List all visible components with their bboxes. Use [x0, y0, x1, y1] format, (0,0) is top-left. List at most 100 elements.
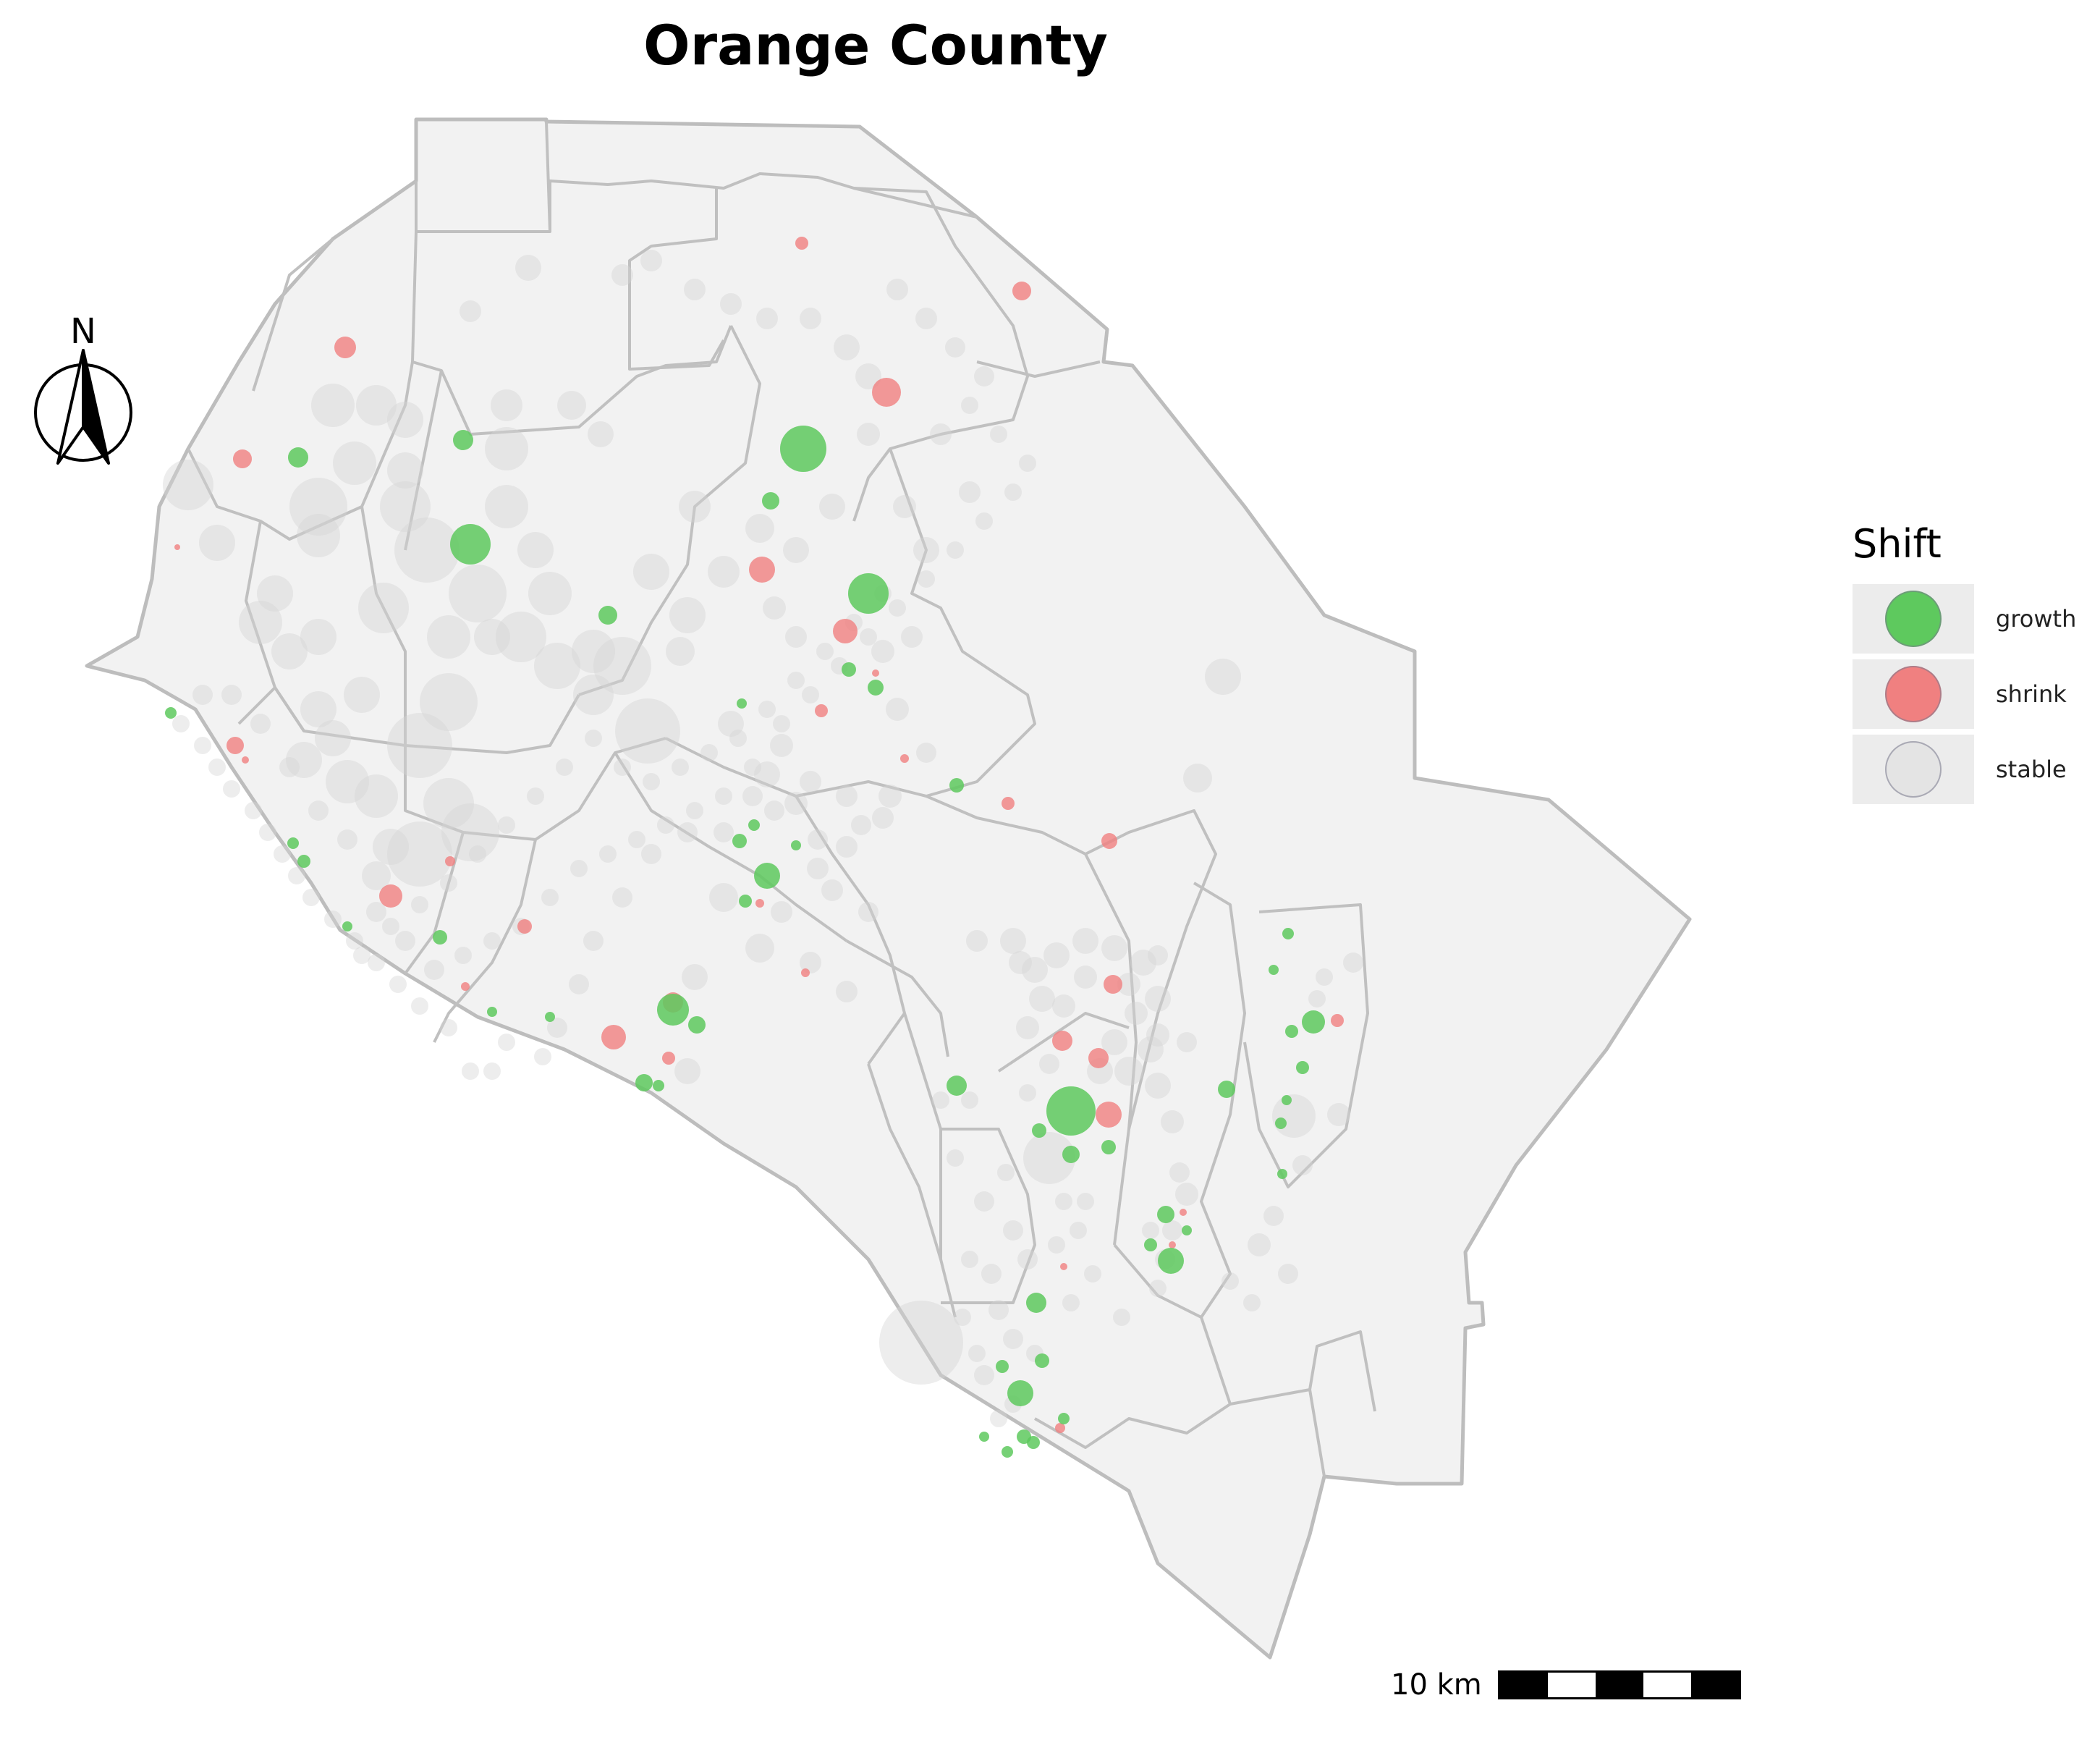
stable-circle	[300, 619, 336, 655]
shrink-circle	[749, 557, 775, 583]
stable-circle	[541, 889, 559, 906]
stable-circle	[684, 279, 706, 300]
stable-circle	[483, 932, 501, 950]
stable-circle	[679, 491, 711, 523]
stable-circle	[1101, 1029, 1127, 1055]
stable-circle	[715, 787, 732, 805]
stable-circle	[1142, 1222, 1159, 1239]
growth-circle	[1144, 1238, 1157, 1251]
stable-circle	[1175, 1183, 1198, 1206]
shrink-circle	[1169, 1241, 1176, 1248]
stable-circle	[517, 532, 554, 568]
stable-circle	[1292, 1155, 1313, 1175]
stable-circle	[981, 1264, 1002, 1284]
stable-circle	[583, 931, 604, 951]
stable-circle	[382, 918, 399, 935]
north-label: N	[70, 311, 96, 352]
stable-circle	[913, 537, 939, 563]
stable-circle	[454, 947, 472, 964]
stable-circle	[961, 397, 978, 414]
growth-circle	[450, 524, 491, 565]
shrink-circle	[461, 982, 470, 991]
stable-circle	[628, 831, 645, 848]
growth-circle	[842, 662, 856, 677]
stable-circle	[239, 601, 282, 644]
stable-circle	[373, 829, 409, 865]
stable-circle	[462, 1062, 479, 1080]
stable-circle	[599, 845, 617, 863]
stable-circle	[1043, 942, 1070, 968]
stable-circle	[289, 478, 347, 536]
stable-circle	[1101, 935, 1127, 961]
shrink-circle	[242, 756, 249, 764]
growth-circle	[1046, 1086, 1096, 1136]
stable-circle	[1278, 1264, 1298, 1284]
growth-circle	[1282, 1095, 1292, 1105]
stable-swatch	[1885, 741, 1942, 798]
stable-circle	[1003, 1220, 1023, 1241]
stable-circle	[460, 300, 481, 322]
growth-circle	[732, 834, 747, 848]
shrink-swatch	[1885, 666, 1942, 722]
growth-circle	[1007, 1380, 1033, 1406]
page-title: Orange County	[643, 13, 1108, 77]
shrink-circle	[662, 1052, 675, 1065]
stable-circle	[333, 441, 376, 485]
stable-circle	[764, 800, 784, 821]
stable-circle	[633, 554, 669, 590]
stable-circle	[250, 714, 271, 734]
stable-circle	[557, 391, 586, 420]
stable-circle	[990, 1410, 1007, 1427]
stable-circle	[286, 742, 322, 778]
growth-circle	[1218, 1081, 1235, 1098]
stable-circle	[223, 780, 240, 798]
shrink-circle	[795, 237, 808, 250]
stable-circle	[534, 1048, 551, 1065]
stable-circle	[1009, 951, 1032, 974]
shrink-circle	[379, 884, 402, 908]
stable-circle	[1072, 928, 1098, 954]
stable-circle	[1077, 1193, 1094, 1210]
stable-circle	[612, 887, 632, 908]
stable-circle	[1000, 928, 1026, 954]
growth-circle	[1058, 1413, 1070, 1424]
stable-circle	[1029, 986, 1055, 1012]
legend-label-shrink: shrink	[1996, 680, 2067, 708]
stable-circle	[930, 423, 952, 445]
growth-circle	[342, 921, 352, 931]
stable-circle	[1016, 1016, 1039, 1039]
stable-circle	[411, 896, 428, 913]
growth-circle	[748, 819, 760, 831]
stable-circle	[770, 734, 793, 757]
stable-circle	[1148, 945, 1168, 966]
stable-circle	[469, 845, 486, 863]
stable-circle	[745, 514, 774, 543]
shrink-circle	[872, 378, 901, 407]
growth-circle	[545, 1012, 555, 1022]
shrink-circle	[1052, 1031, 1072, 1051]
growth-circle	[947, 1076, 967, 1096]
growth-circle	[287, 837, 299, 849]
legend-label-stable: stable	[1996, 756, 2067, 783]
shrink-circle	[1012, 282, 1031, 300]
stable-circle	[300, 691, 336, 727]
stable-circle	[614, 759, 631, 776]
scale-segment	[1643, 1673, 1691, 1697]
growth-circle	[433, 930, 447, 945]
stable-circle	[742, 786, 763, 806]
stable-circle	[344, 677, 380, 713]
stable-circle	[961, 1091, 978, 1109]
growth-circle	[737, 698, 747, 709]
stable-circle	[1272, 1094, 1316, 1138]
growth-circle	[762, 492, 779, 510]
growth-circle	[1302, 1010, 1325, 1034]
growth-circles	[165, 426, 1325, 1458]
stable-circle	[573, 675, 614, 715]
growth-circle	[1157, 1206, 1174, 1223]
shrink-circles	[174, 237, 1344, 1433]
scale-segment	[1499, 1673, 1548, 1697]
stable-circle	[1205, 659, 1241, 695]
stable-circles	[163, 250, 1363, 1427]
growth-circle	[848, 573, 889, 614]
shrink-circle	[233, 449, 252, 468]
